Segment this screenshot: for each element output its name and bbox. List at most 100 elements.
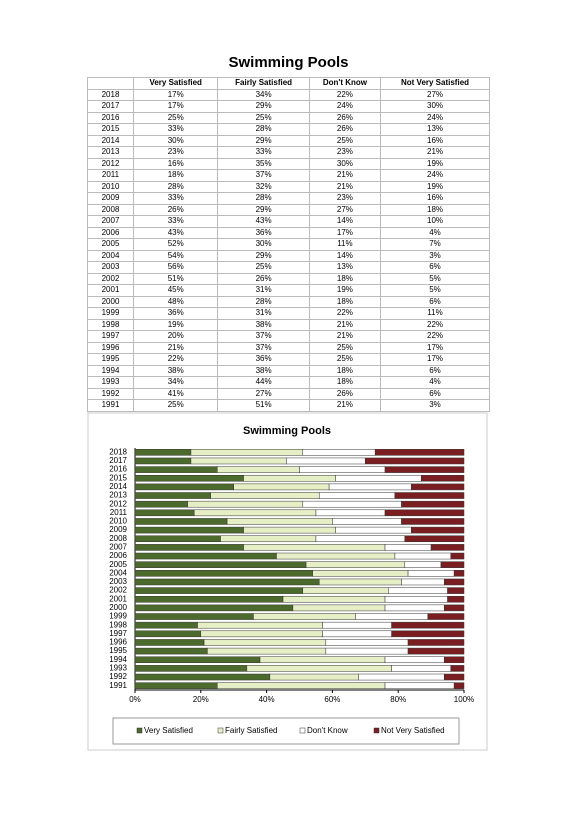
y-tick-label: 1994 [109, 655, 127, 664]
bar-segment [134, 656, 261, 664]
bar-segment [134, 474, 244, 482]
bar-segment [447, 587, 465, 594]
bar-segment [134, 535, 221, 543]
value-cell: 18% [132, 169, 219, 182]
table-row: 1991 25% 51% 21% 3% [87, 399, 490, 412]
bar-segment [411, 483, 465, 491]
bar-segment [299, 466, 386, 473]
y-tick-label: 2005 [109, 560, 127, 569]
y-tick-label: 2009 [109, 525, 127, 534]
value-cell: 30% [308, 157, 382, 170]
bar-segment [453, 682, 465, 689]
value-cell: 33% [132, 123, 219, 136]
value-cell: 19% [380, 157, 490, 170]
table-row: 2005 52% 30% 11% 7% [87, 238, 490, 251]
x-tick-label: 100% [454, 695, 474, 704]
bar-segment [325, 647, 409, 655]
bar-segment [190, 457, 287, 465]
bar-segment [286, 457, 366, 465]
value-cell: 24% [380, 169, 490, 182]
table-row: 2011 18% 37% 21% 24% [87, 169, 490, 182]
bar-segment [391, 621, 465, 629]
bar-segment [384, 682, 455, 689]
value-cell: 27% [308, 203, 382, 216]
bar-segment [302, 500, 402, 508]
bar-segment [384, 604, 445, 612]
value-cell: 4% [380, 226, 490, 239]
year-cell: 2015 [87, 123, 134, 136]
bar-segment [243, 474, 336, 482]
value-cell: 26% [132, 203, 219, 216]
bar-segment [450, 552, 465, 560]
bar-segment [134, 630, 202, 638]
bar-segment [134, 500, 188, 508]
y-tick-label: 2013 [109, 491, 127, 500]
table-row: 2007 33% 43% 14% 10% [87, 215, 490, 228]
y-tick-label: 2010 [109, 517, 127, 526]
bar-segment [187, 500, 304, 508]
bar-segment [134, 673, 271, 681]
bar-segment [243, 544, 386, 551]
bar-segment [318, 492, 396, 499]
value-cell: 21% [308, 399, 382, 412]
bar-segment [407, 570, 455, 577]
value-cell: 43% [132, 226, 219, 239]
table-row: 2015 33% 28% 26% 13% [87, 123, 490, 136]
legend-swatch [217, 727, 224, 734]
table-row: 1993 34% 44% 18% 4% [87, 376, 490, 389]
value-cell: 14% [308, 215, 382, 228]
bar-segment [253, 613, 356, 620]
bar-segment [430, 544, 465, 551]
value-cell: 43% [217, 215, 310, 228]
bar-segment [411, 526, 465, 534]
table-row: 2014 30% 29% 25% 16% [87, 134, 490, 147]
bar-segment [384, 544, 432, 551]
value-cell: 25% [132, 399, 219, 412]
bar-segment [134, 604, 294, 612]
bar-segment [420, 474, 465, 482]
y-tick-label: 2003 [109, 577, 127, 586]
value-cell: 17% [308, 226, 382, 239]
value-cell: 26% [308, 123, 382, 136]
value-cell: 13% [380, 123, 490, 136]
bar-segment [325, 639, 409, 646]
bar-segment [444, 656, 465, 664]
bar-segment [134, 518, 228, 525]
bar-segment [394, 552, 452, 560]
bar-segment [134, 466, 218, 473]
y-tick-label: 1993 [109, 664, 127, 673]
bar-segment [384, 656, 445, 664]
bar-segment [427, 613, 465, 620]
y-tick-label: 2017 [109, 456, 127, 465]
bar-segment [401, 518, 465, 525]
header-row: Very Satisfied Fairly Satisfied Don't Know… [87, 77, 490, 90]
value-cell: 21% [380, 146, 490, 159]
bar-segment [292, 604, 386, 612]
bar-segment [374, 449, 465, 456]
value-cell: 52% [132, 238, 219, 251]
value-cell: 51% [217, 399, 310, 412]
y-tick-label: 2015 [109, 473, 127, 482]
bar-segment [134, 561, 307, 568]
bar-segment [134, 665, 248, 672]
legend-label: Not Very Satisfied [381, 726, 445, 735]
table-row: 2010 28% 32% 21% 19% [87, 180, 490, 193]
bar-segment [384, 509, 465, 517]
bar-segment [355, 613, 429, 620]
legend-swatch [299, 727, 306, 734]
bar-segment [315, 509, 386, 517]
table-row: 2008 26% 29% 27% 18% [87, 203, 490, 216]
value-cell: 10% [380, 215, 490, 228]
year-cell: 2012 [87, 157, 134, 170]
y-tick-label: 1991 [109, 681, 127, 690]
bar-segment [318, 578, 402, 586]
bar-segment [305, 561, 406, 568]
legend-label: Don't Know [307, 726, 348, 735]
y-tick-label: 2011 [110, 508, 128, 517]
y-tick-label: 2002 [109, 586, 127, 595]
value-cell: 33% [217, 146, 310, 159]
table-row: 2012 16% 35% 30% 19% [87, 157, 490, 170]
bar-segment [134, 639, 205, 646]
bar-segment [335, 474, 422, 482]
chart-title: Swimming Pools [243, 425, 331, 437]
